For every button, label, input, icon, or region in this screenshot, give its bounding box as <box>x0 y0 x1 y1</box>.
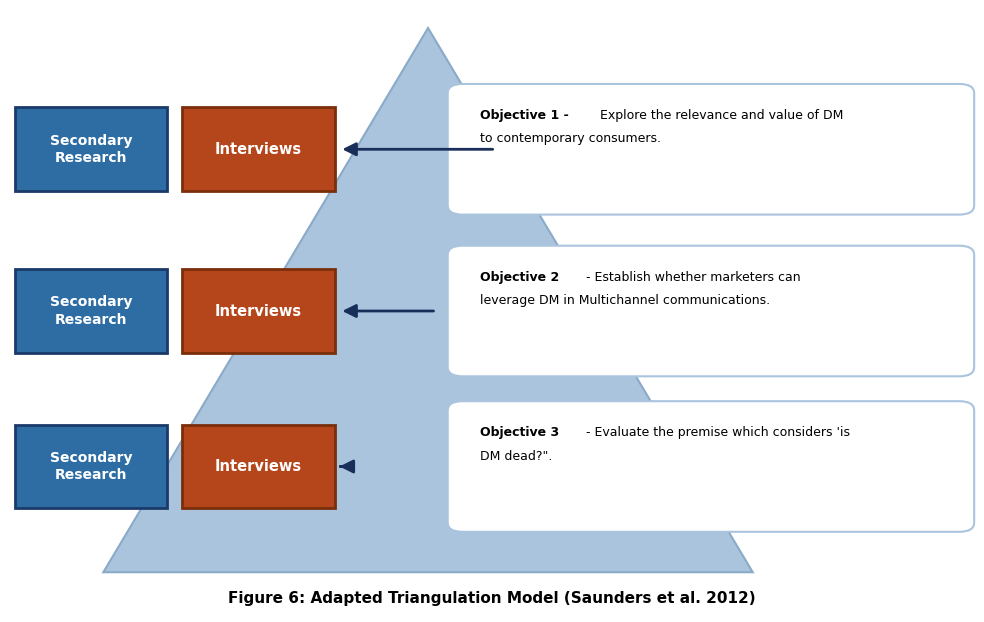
Text: Explore the relevance and value of DM: Explore the relevance and value of DM <box>600 109 843 122</box>
FancyBboxPatch shape <box>15 107 167 192</box>
FancyBboxPatch shape <box>448 246 974 376</box>
FancyBboxPatch shape <box>182 269 335 353</box>
Text: Secondary
Research: Secondary Research <box>50 295 132 327</box>
FancyBboxPatch shape <box>448 401 974 532</box>
FancyBboxPatch shape <box>15 269 167 353</box>
Text: Secondary
Research: Secondary Research <box>50 134 132 165</box>
Polygon shape <box>103 28 753 572</box>
Text: Objective 1 -: Objective 1 - <box>480 109 574 122</box>
FancyBboxPatch shape <box>448 84 974 215</box>
Text: - Establish whether marketers can: - Establish whether marketers can <box>583 271 801 284</box>
Text: Secondary
Research: Secondary Research <box>50 451 132 482</box>
Text: - Evaluate the premise which considers 'is: - Evaluate the premise which considers '… <box>583 426 850 439</box>
FancyBboxPatch shape <box>15 424 167 509</box>
Text: leverage DM in Multichannel communications.: leverage DM in Multichannel communicatio… <box>480 294 770 307</box>
Text: Interviews: Interviews <box>215 142 302 157</box>
FancyBboxPatch shape <box>182 424 335 509</box>
Text: DM dead?".: DM dead?". <box>480 450 553 463</box>
Text: Interviews: Interviews <box>215 304 302 318</box>
Text: to contemporary consumers.: to contemporary consumers. <box>480 132 661 146</box>
Text: Objective 3: Objective 3 <box>480 426 559 439</box>
Text: Interviews: Interviews <box>215 459 302 474</box>
Text: Objective 2: Objective 2 <box>480 271 560 284</box>
FancyBboxPatch shape <box>182 107 335 192</box>
Text: Figure 6: Adapted Triangulation Model (Saunders et al. 2012): Figure 6: Adapted Triangulation Model (S… <box>228 592 756 606</box>
